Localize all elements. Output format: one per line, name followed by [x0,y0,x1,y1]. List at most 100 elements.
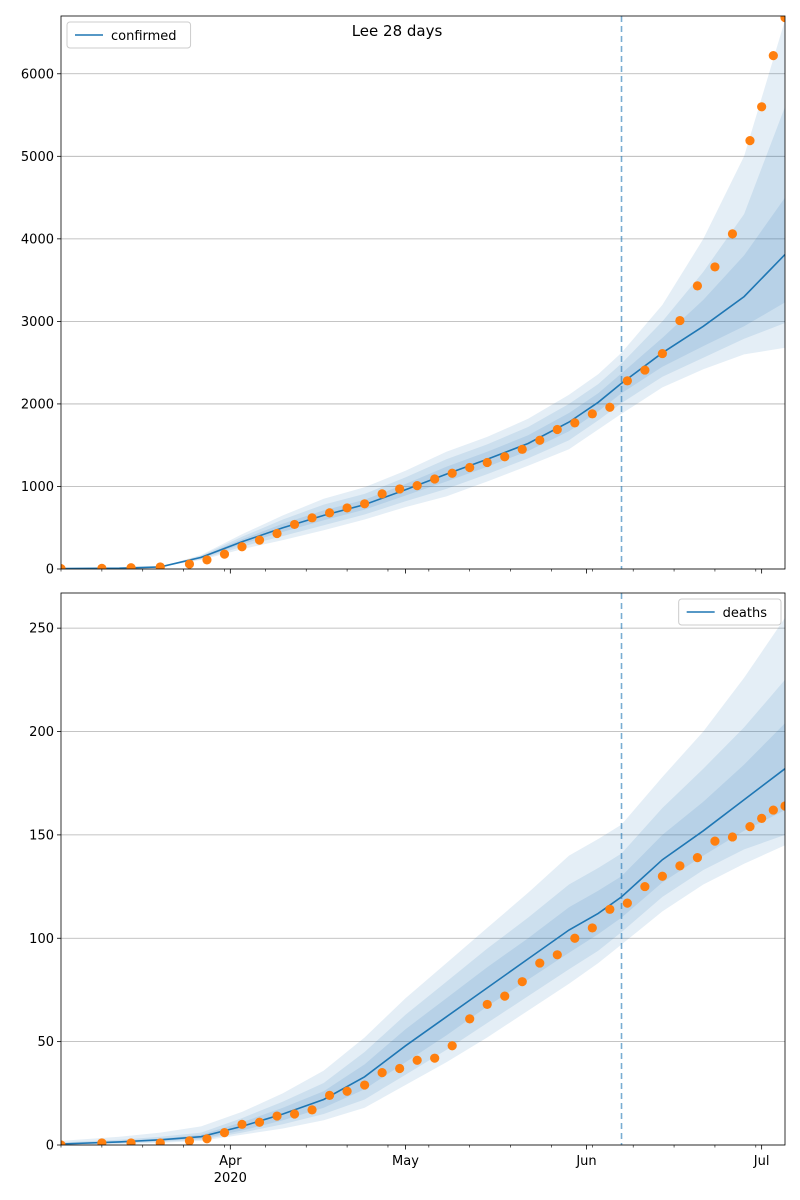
observed-point [517,444,527,454]
observed-point [587,409,597,419]
observed-point [395,484,405,494]
observed-point [219,1127,230,1138]
observed-point [342,503,352,513]
observed-point [780,16,785,23]
observed-point [657,348,667,359]
observed-point [184,1136,195,1145]
observed-point [395,1063,405,1074]
y-tick-label: 3000 [21,315,54,330]
observed-point [570,933,580,943]
y-tick-label: 0 [46,563,54,578]
observed-point [482,457,492,468]
observed-point [465,462,475,473]
y-tick-label: 0 [46,1139,54,1154]
observed-point [430,474,440,484]
observed-point [155,1138,165,1145]
observed-point [727,229,738,239]
legend-box [678,598,782,626]
y-tick-label: 50 [37,1035,54,1050]
legend-label: confirmed [111,29,177,44]
observed-point [727,832,738,842]
axes-frame [60,592,786,1146]
observed-point [254,535,265,545]
credible-band [61,679,785,1145]
legend-box [66,21,192,49]
plot-area [61,593,785,1145]
y-tick-label: 5000 [21,150,54,165]
observed-point [657,871,667,881]
observed-point [289,1109,300,1119]
observed-point [622,898,632,908]
y-tick-label: 250 [29,622,54,637]
x-tick-label: May [392,1154,419,1169]
plot-area [61,16,785,569]
observed-point [237,542,247,552]
observed-point [552,424,562,435]
x-tick-sublabel: 2020 [214,1171,247,1186]
observed-point [500,452,510,462]
observed-point [126,563,136,569]
observed-point [535,435,545,445]
chart-title: Lee 28 days [352,22,443,40]
observed-point [324,1090,335,1100]
y-tick-label: 6000 [21,67,54,82]
observed-point [237,1119,247,1129]
observed-point [360,1080,370,1090]
observed-point [640,881,650,892]
observed-point [640,365,650,375]
observed-point [412,1055,422,1065]
observed-point [447,468,457,478]
observed-point [61,1140,66,1145]
observed-point [710,262,720,272]
observed-point [97,563,107,569]
observed-point [324,508,335,518]
observed-point [430,1053,440,1063]
observed-point [757,102,767,112]
observed-point [219,549,230,559]
observed-point [272,1111,282,1121]
observed-point [535,958,545,968]
y-tick-label: 150 [29,828,54,843]
confirmed-panel: 0 1000 2000 3000 4000 5000 6000 confirmed [21,15,786,578]
observed-point [605,402,615,412]
observed-point [570,418,580,428]
observed-point [622,376,632,386]
observed-point [202,1134,212,1144]
observed-point [692,853,703,863]
observed-point [126,1138,136,1145]
y-tick-label: 1000 [21,480,54,495]
observed-point [377,489,387,499]
observed-point [377,1068,387,1078]
model-line [61,768,785,1145]
observed-point [61,563,66,569]
observed-point [552,950,562,960]
legend-label: deaths [723,606,768,621]
observed-point [202,555,212,565]
y-tick-label: 4000 [21,232,54,247]
observed-point [768,51,778,61]
credible-band [61,106,785,569]
observed-point [710,836,720,846]
observed-point [587,923,597,933]
credible-band [61,617,785,1145]
observed-point [745,136,755,146]
x-tick-label: Jul [753,1154,770,1169]
observed-point [97,1138,107,1145]
observed-point [745,822,755,832]
observed-point [360,499,370,509]
observed-point [342,1086,352,1096]
axes-frame [60,15,786,570]
y-tick-label: 100 [29,932,54,947]
observed-point [768,805,778,815]
observed-point [465,1014,475,1024]
y-tick-label: 200 [29,725,54,740]
observed-point [272,528,282,539]
deaths-panel: 0 50 100 150 200 250 Apr 2020 May Jun Jul deaths [29,592,786,1186]
observed-point [447,1041,457,1051]
observed-point [412,481,422,491]
observed-point [500,991,510,1001]
observed-point [675,315,685,326]
y-tick-label: 2000 [21,397,54,412]
observed-point [757,813,767,823]
